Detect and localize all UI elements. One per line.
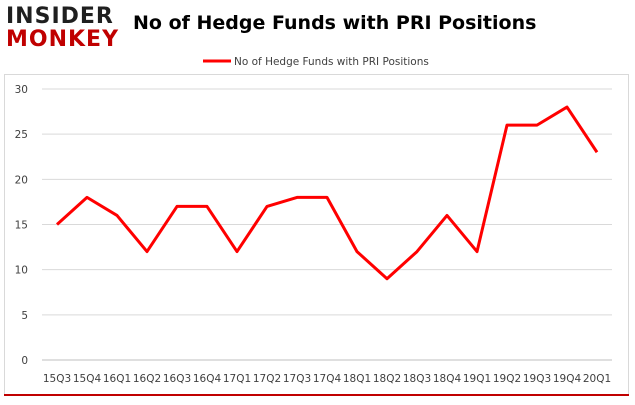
x-tick-label: 19Q1 — [463, 373, 491, 385]
x-tick-label: 15Q3 — [43, 373, 71, 385]
y-tick-label: 20 — [15, 174, 28, 186]
x-tick-label: 16Q1 — [103, 373, 131, 385]
bottom-accent-bar — [4, 394, 629, 402]
chart-frame — [4, 74, 629, 394]
x-tick-label: 17Q2 — [253, 373, 281, 385]
y-tick-label: 25 — [15, 129, 28, 141]
x-tick-label: 16Q4 — [193, 373, 222, 385]
y-tick-label: 0 — [21, 355, 28, 367]
insider-monkey-logo: INSIDER MONKEY — [6, 6, 118, 52]
x-tick-label: 18Q1 — [343, 373, 371, 385]
x-tick-label: 17Q1 — [223, 373, 251, 385]
x-tick-label: 19Q2 — [493, 373, 521, 385]
x-tick-label: 17Q4 — [313, 373, 342, 385]
x-tick-label: 19Q3 — [523, 373, 551, 385]
y-axis-ticks: 0 5 10 15 20 25 30 — [15, 84, 28, 367]
y-tick-label: 30 — [15, 84, 28, 96]
series-layer — [55, 105, 599, 281]
y-tick-label: 5 — [21, 310, 28, 322]
y-tick-label: 15 — [15, 220, 28, 232]
series-line — [55, 105, 599, 281]
y-tick-label: 10 — [15, 265, 28, 277]
x-tick-label: 15Q4 — [73, 373, 102, 385]
x-tick-label: 16Q2 — [133, 373, 161, 385]
x-tick-label: 16Q3 — [163, 373, 191, 385]
x-tick-label: 20Q1 — [583, 373, 611, 385]
logo-line-monkey: MONKEY — [6, 27, 120, 52]
x-tick-label: 18Q4 — [433, 373, 462, 385]
gridlines — [42, 88, 612, 361]
x-tick-label: 19Q4 — [553, 373, 582, 385]
chart-title: No of Hedge Funds with PRI Positions — [133, 12, 537, 34]
logo-line-insider: INSIDER — [6, 4, 114, 29]
legend: No of Hedge Funds with PRI Positions — [203, 56, 429, 68]
x-tick-label: 18Q3 — [403, 373, 431, 385]
x-tick-label: 17Q3 — [283, 373, 311, 385]
x-tick-label: 18Q2 — [373, 373, 401, 385]
x-axis-ticks: 15Q3 15Q4 16Q1 16Q2 16Q3 16Q4 17Q1 17Q2 17Q3 17Q4… — [43, 373, 611, 385]
legend-label: No of Hedge Funds with PRI Positions — [234, 56, 429, 68]
